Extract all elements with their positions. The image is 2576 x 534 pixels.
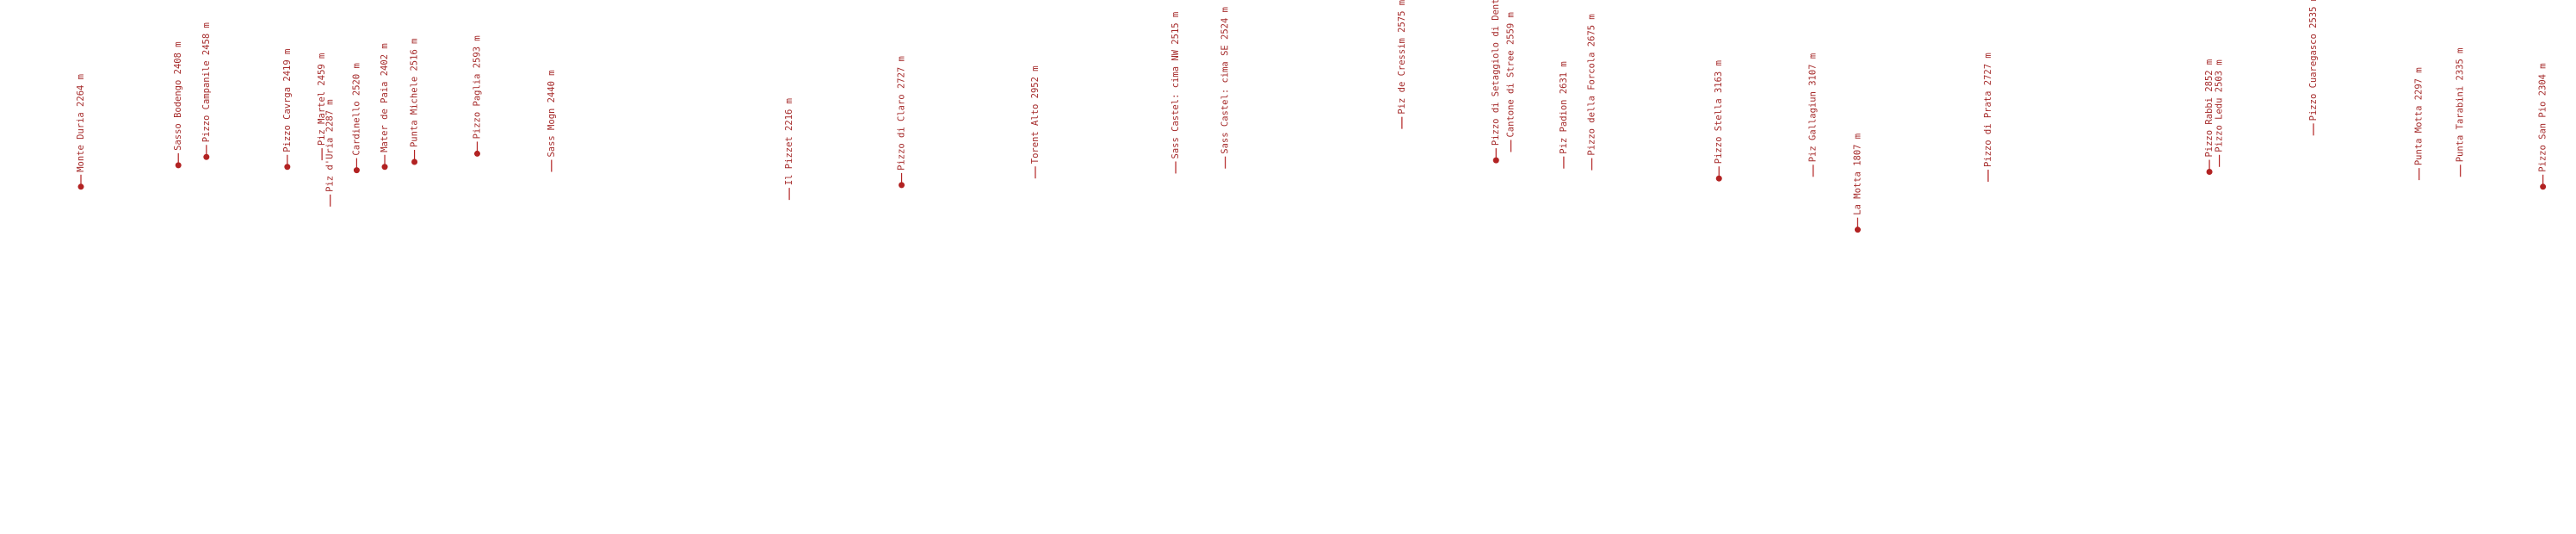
peak-marker: Pizzo di Prata 2727 m <box>1983 53 1993 183</box>
peak-label: Sass Mogn 2440 m <box>547 70 557 157</box>
peak-marker: Cantone di Stree 2559 m <box>1506 12 1517 152</box>
peak-label: Sass Castel: cima SE 2524 m <box>1220 7 1231 154</box>
peak-label: Pizzo Paglia 2593 m <box>472 35 482 139</box>
peak-marker: Punta Motta 2297 m <box>2414 67 2425 181</box>
peak-marker: Monte Duria 2264 m <box>76 74 86 190</box>
peak-label: Pizzo Cuaregasco 2535 m <box>2308 0 2319 121</box>
peak-label: Torent Alto 2952 m <box>1030 65 1041 164</box>
peak-marker: Torent Alto 2952 m <box>1030 65 1041 179</box>
peak-label: Pizzo San Pio 2304 m <box>2538 63 2548 171</box>
peak-marker: Punta Tarabini 2335 m <box>2456 48 2466 177</box>
peak-label: Piz de Cressim 2575 m <box>1397 0 1407 115</box>
peak-marker: Pizzo Paglia 2593 m <box>472 35 482 157</box>
peak-label: Pizzo di Claro 2727 m <box>897 56 907 171</box>
peak-marker: Sass Mogn 2440 m <box>547 70 557 172</box>
peak-label: Pizzo Campanile 2458 m <box>201 22 212 142</box>
peak-label: Pizzo di Setaggiolo di Dentro <box>1491 0 1501 146</box>
peak-marker: Pizzo San Pio 2304 m <box>2538 63 2548 190</box>
peak-label: Piz Gallagiun 3107 m <box>1808 53 1819 162</box>
peak-label: Mater de Paia 2402 m <box>380 43 390 152</box>
peak-marker: Pizzo di Claro 2727 m <box>897 56 907 189</box>
peak-label: Sasso Bodengo 2408 m <box>173 41 183 150</box>
peak-marker: Pizzo Stella 3163 m <box>1714 60 1724 182</box>
peak-marker: Piz de Cressim 2575 m <box>1397 0 1407 129</box>
peak-label: Pizzo Rabbi 2852 m <box>2204 59 2215 158</box>
peak-marker: Il Pizzet 2216 m <box>784 98 794 201</box>
peak-marker: Pizzo della Forcola 2675 m <box>1587 14 1597 171</box>
peak-marker: Cardinello 2520 m <box>351 63 361 174</box>
peak-label: Punta Michele 2516 m <box>410 39 420 147</box>
peak-marker: Pizzo Rabbi 2852 m <box>2204 59 2215 176</box>
peak-marker: Punta Michele 2516 m <box>410 39 420 165</box>
peak-label: Pizzo di Prata 2727 m <box>1983 53 1993 167</box>
peak-label: Punta Motta 2297 m <box>2414 67 2425 165</box>
peak-label: Punta Tarabini 2335 m <box>2456 48 2466 163</box>
peak-marker: Sass Castel: cima SE 2524 m <box>1220 7 1231 169</box>
peak-marker: Sasso Bodengo 2408 m <box>173 41 183 169</box>
peak-marker: Piz Padion 2631 m <box>1559 61 1569 169</box>
peak-marker: Mater de Paia 2402 m <box>380 43 390 171</box>
peak-label: La Motta 1807 m <box>1852 134 1863 215</box>
peak-label: Il Pizzet 2216 m <box>784 98 794 185</box>
peak-marker: La Motta 1807 m <box>1852 134 1863 233</box>
peak-label: Cantone di Stree 2559 m <box>1506 12 1517 137</box>
peak-marker: Pizzo Ledu 2503 m <box>2215 59 2225 167</box>
peak-label: Piz Martel 2459 m <box>317 53 327 146</box>
peak-marker: Piz d'Uria 2287 m <box>325 99 336 207</box>
peak-label: Piz Padion 2631 m <box>1559 61 1569 153</box>
peak-label: Cardinello 2520 m <box>351 63 361 155</box>
peak-marker: Sass Castel: cima NW 2515 m <box>1171 12 1181 174</box>
peak-marker: Pizzo di Setaggiolo di Dentro <box>1491 0 1501 164</box>
peak-label: Pizzo della Forcola 2675 m <box>1587 14 1597 155</box>
peak-marker: Pizzo Campanile 2458 m <box>201 22 212 160</box>
peak-marker: Pizzo Cuaregasco 2535 m <box>2308 0 2319 136</box>
peak-label: Piz d'Uria 2287 m <box>325 99 336 191</box>
peak-marker: Piz Gallagiun 3107 m <box>1808 53 1819 177</box>
peak-marker: Piz Martel 2459 m <box>317 53 327 161</box>
peak-label: Sass Castel: cima NW 2515 m <box>1171 12 1181 159</box>
peak-label: Pizzo Ledu 2503 m <box>2215 59 2225 152</box>
peak-label: Pizzo Stella 3163 m <box>1714 60 1724 164</box>
peak-label: Pizzo Cavrga 2419 m <box>282 49 293 152</box>
peak-label: Monte Duria 2264 m <box>76 74 86 172</box>
peak-marker: Pizzo Cavrga 2419 m <box>282 49 293 171</box>
